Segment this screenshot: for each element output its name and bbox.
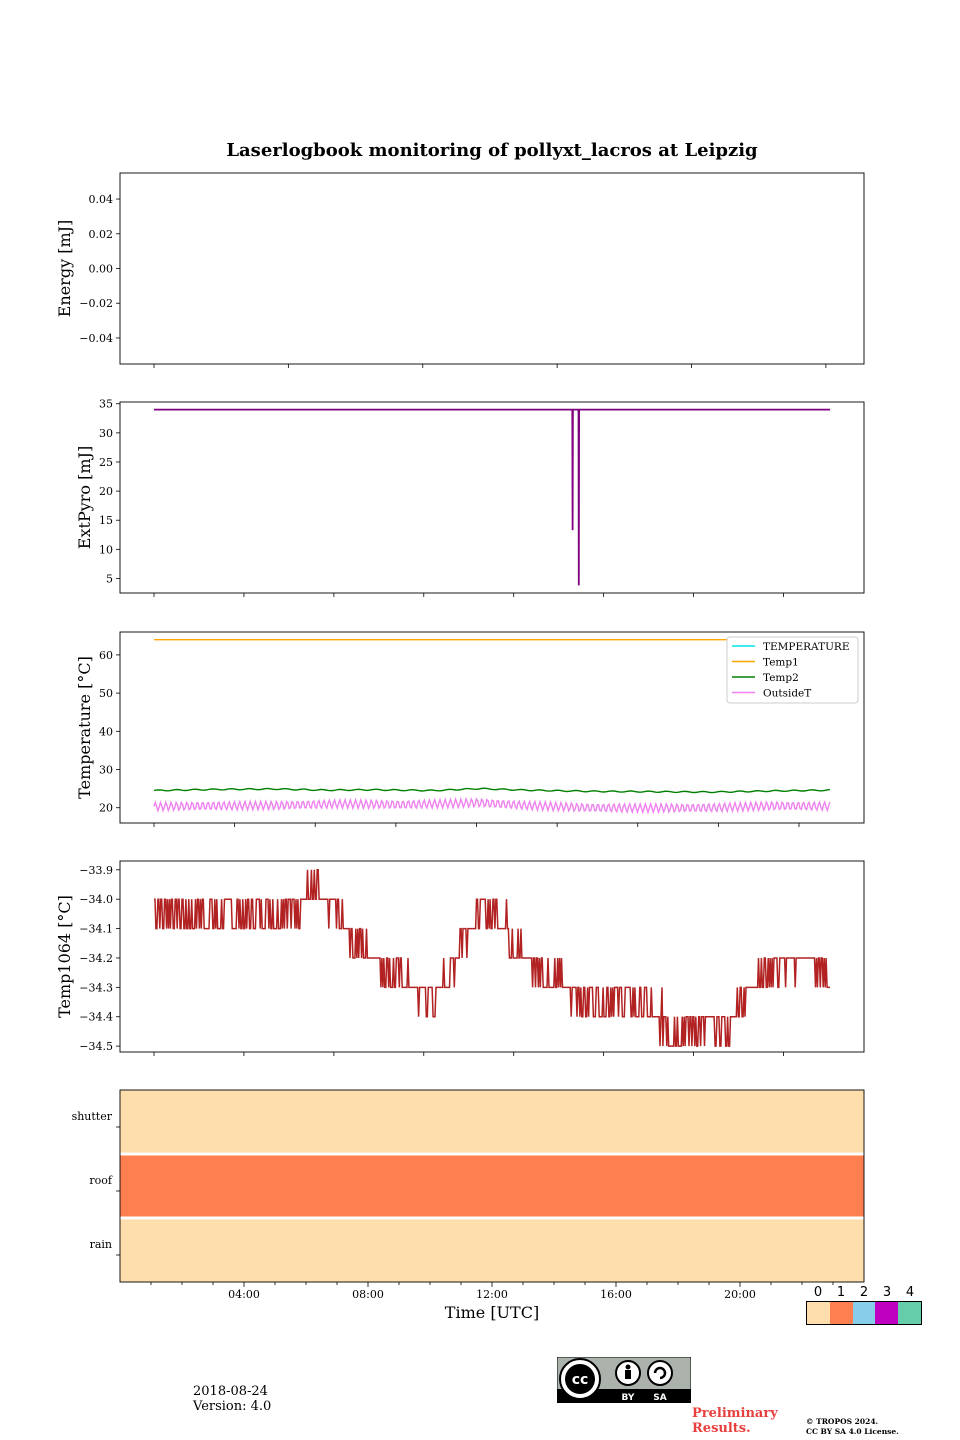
y-tick-label: 5 [106, 572, 113, 585]
heatmap-row-rain [120, 1218, 864, 1282]
outsidet-line [153, 796, 831, 815]
y-tick-label: 0.04 [89, 193, 114, 206]
date-label: 2018-08-24 [193, 1384, 268, 1399]
y-tick-label: 30 [99, 764, 113, 777]
y-tick-label: 60 [99, 649, 113, 662]
x-tick-label: 12:00 [476, 1288, 508, 1301]
row-label: rain [90, 1238, 112, 1251]
y-tick-label: −33.9 [79, 864, 113, 877]
temp2-line [153, 787, 831, 794]
version-label: Version: 4.0 [193, 1399, 272, 1414]
y-tick-label: −34.4 [79, 1011, 113, 1024]
footer-info: 2018-08-24 Version: 4.0 [193, 1384, 271, 1414]
y-tick-label: 35 [99, 398, 113, 411]
row-label: roof [89, 1174, 113, 1187]
legend-label: TEMPERATURE [763, 641, 850, 653]
figure-title: Laserlogbook monitoring of pollyxt_lacro… [226, 140, 758, 161]
copyright-line-2: CC BY SA 4.0 License. [806, 1427, 899, 1436]
y-tick-label: 30 [99, 427, 113, 440]
badge-by-label: BY [622, 1393, 635, 1403]
colorbar-swatch [875, 1302, 899, 1324]
legend-label: Temp1 [763, 657, 799, 669]
colorbar-swatch [898, 1302, 921, 1324]
colorbar-swatch [852, 1302, 876, 1324]
y-tick-label: 0.00 [89, 263, 114, 276]
colorbar-swatch [807, 1302, 830, 1324]
y-tick-label: 0.02 [89, 228, 114, 241]
colorbar-tick-label: 2 [859, 1285, 869, 1300]
colorbar-ticks: 0 1 2 3 4 [806, 1285, 922, 1301]
colorbar-tick-label: 3 [882, 1285, 892, 1300]
svg-text:cc: cc [572, 1372, 589, 1388]
y-tick-label: −34.3 [79, 981, 113, 994]
y-axis-label: ExtPyro [mJ] [75, 446, 94, 549]
panel-frame [119, 401, 865, 594]
panel-frame [119, 631, 865, 824]
panel-frame [119, 172, 865, 365]
colorbar-tick-label: 1 [836, 1285, 846, 1300]
x-tick-label: 08:00 [352, 1288, 384, 1301]
x-axis-label: Time [UTC] [445, 1303, 539, 1322]
copyright-note: © TROPOS 2024. CC BY SA 4.0 License. [806, 1417, 899, 1437]
y-tick-label: −34.2 [79, 952, 113, 965]
y-tick-label: 25 [99, 456, 113, 469]
y-tick-label: 50 [99, 687, 113, 700]
heatmap-row-roof [120, 1154, 864, 1218]
legend-label: OutsideT [763, 688, 811, 700]
colorbar-swatch [829, 1302, 853, 1324]
colorbar-tick-label: 0 [813, 1285, 823, 1300]
temp1064-line [154, 869, 830, 1047]
legend-label: Temp2 [763, 672, 799, 684]
row-label: shutter [72, 1110, 113, 1123]
copyright-line-1: © TROPOS 2024. [806, 1417, 879, 1426]
y-tick-label: −34.1 [79, 923, 113, 936]
y-tick-label: −0.02 [79, 297, 113, 310]
y-tick-label: 40 [99, 725, 113, 738]
y-tick-label: −0.04 [79, 332, 113, 345]
badge-sa-label: SA [653, 1393, 666, 1403]
x-tick-label: 20:00 [724, 1288, 756, 1301]
x-tick-label: 04:00 [228, 1288, 260, 1301]
y-tick-label: 20 [99, 802, 113, 815]
extpyro-line [154, 408, 830, 586]
y-tick-label: 15 [99, 514, 113, 527]
y-tick-label: 10 [99, 543, 113, 556]
cc-by-sa-badge-icon: cc BY SA [557, 1357, 691, 1403]
colorbar-tick-label: 4 [905, 1285, 915, 1300]
colorbar [806, 1301, 922, 1325]
y-axis-label: Temperature [°C] [75, 656, 94, 799]
y-tick-label: 20 [99, 485, 113, 498]
preliminary-note: Preliminary Results. [692, 1406, 778, 1436]
heatmap-row-shutter [120, 1090, 864, 1154]
x-tick-label: 16:00 [600, 1288, 632, 1301]
legend-box [726, 636, 859, 704]
panel-frame [119, 860, 865, 1053]
y-axis-label: Temp1064 [°C] [55, 895, 74, 1018]
y-tick-label: −34.5 [79, 1040, 113, 1053]
y-axis-label: Energy [mJ] [55, 220, 74, 318]
y-tick-label: −34.0 [79, 893, 113, 906]
